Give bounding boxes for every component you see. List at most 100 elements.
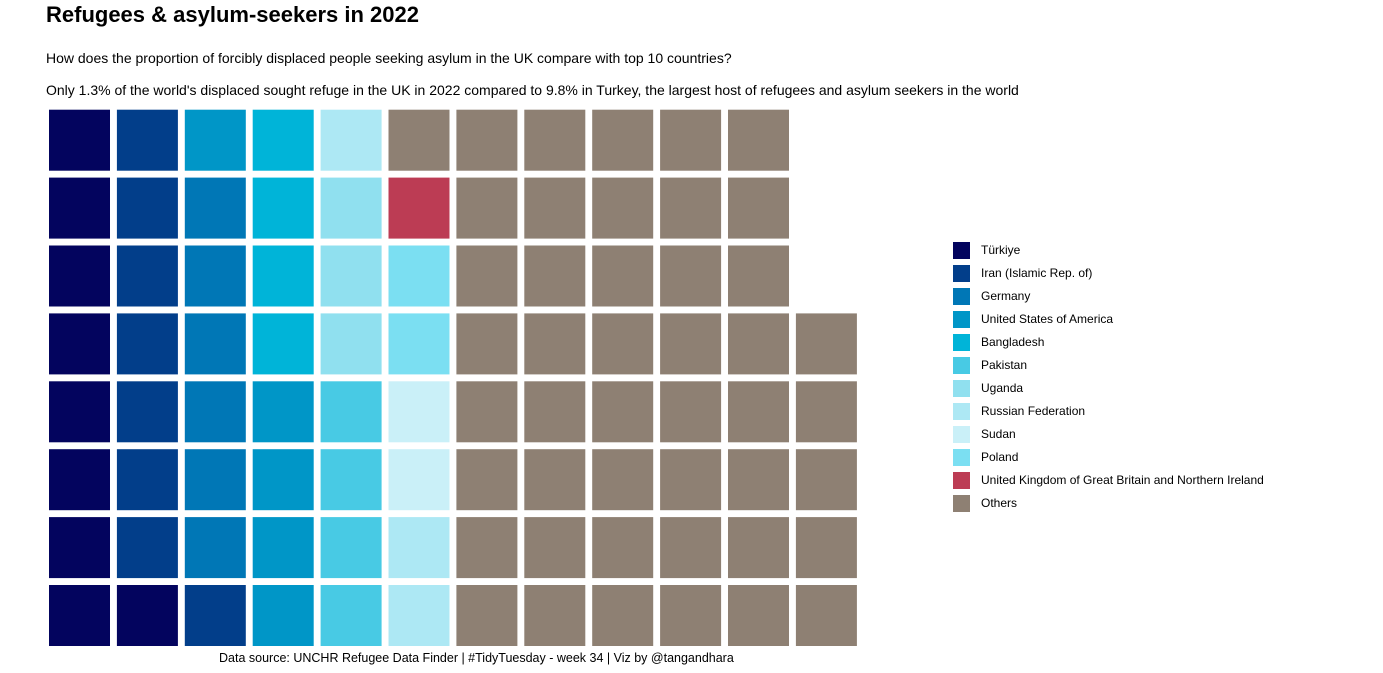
waffle-square-8 [388, 449, 450, 511]
waffle-square-11 [524, 517, 586, 579]
waffle-square-7 [388, 517, 450, 579]
waffle-square-1 [116, 313, 178, 375]
waffle-square-4 [252, 109, 314, 171]
waffle-square-11 [728, 517, 789, 579]
waffle-square-1 [184, 585, 246, 646]
waffle-square-11 [524, 177, 586, 239]
waffle-square-11 [456, 313, 518, 375]
legend-label: Sudan [981, 427, 1016, 441]
waffle-square-1 [116, 381, 178, 443]
waffle-square-11 [660, 585, 722, 646]
legend-item: United Kingdom of Great Britain and Nort… [953, 472, 1264, 495]
waffle-square-7 [320, 109, 382, 171]
waffle-square-11 [660, 313, 722, 375]
chart-title: Refugees & asylum-seekers in 2022 [46, 2, 419, 27]
legend-swatch [953, 380, 970, 397]
legend-item: Pakistan [953, 357, 1264, 380]
waffle-square-11 [388, 109, 450, 171]
waffle-square-1 [116, 449, 178, 511]
waffle-square-2 [184, 177, 246, 239]
waffle-square-11 [524, 585, 586, 646]
legend-item: Bangladesh [953, 334, 1264, 357]
waffle-square-10 [388, 177, 450, 239]
legend-label: United Kingdom of Great Britain and Nort… [981, 473, 1264, 487]
waffle-square-0 [49, 109, 110, 171]
legend-label: Russian Federation [981, 404, 1086, 418]
legend-label: Türkiye [981, 243, 1021, 257]
waffle-square-2 [184, 313, 246, 375]
legend-item: Poland [953, 449, 1264, 472]
waffle-square-11 [456, 517, 518, 579]
waffle-square-11 [728, 245, 789, 307]
waffle-square-11 [795, 313, 857, 375]
waffle-square-4 [252, 313, 314, 375]
waffle-square-2 [184, 381, 246, 443]
legend-swatch [953, 472, 970, 489]
waffle-square-11 [592, 381, 654, 443]
legend-swatch [953, 449, 970, 466]
waffle-square-11 [456, 381, 518, 443]
waffle-square-6 [320, 177, 382, 239]
legend-swatch [953, 288, 970, 305]
legend-item: Uganda [953, 380, 1264, 403]
legend-item: Russian Federation [953, 403, 1264, 426]
waffle-square-11 [728, 449, 789, 511]
waffle-square-5 [320, 517, 382, 579]
waffle-square-11 [456, 109, 518, 171]
legend-label: Uganda [981, 381, 1024, 395]
legend-item: Germany [953, 288, 1264, 311]
waffle-square-11 [728, 177, 789, 239]
waffle-square-11 [795, 381, 857, 443]
legend-label: Germany [981, 289, 1031, 303]
chart-description: Only 1.3% of the world's displaced sough… [46, 82, 1019, 98]
waffle-square-3 [252, 517, 314, 579]
waffle-square-0 [49, 585, 110, 646]
legend-swatch [953, 242, 970, 259]
waffle-square-1 [116, 245, 178, 307]
waffle-square-11 [728, 585, 789, 646]
waffle-square-11 [660, 109, 722, 171]
waffle-chart [49, 109, 857, 646]
legend-label: Iran (Islamic Rep. of) [981, 266, 1093, 280]
legend-label: Others [981, 496, 1018, 510]
waffle-square-11 [728, 109, 789, 171]
waffle-square-11 [592, 313, 654, 375]
legend-label: United States of America [981, 312, 1114, 326]
waffle-square-3 [252, 449, 314, 511]
waffle-square-11 [592, 517, 654, 579]
waffle-square-11 [592, 109, 654, 171]
waffle-square-0 [116, 585, 178, 646]
waffle-square-1 [116, 109, 178, 171]
waffle-square-0 [49, 245, 110, 307]
legend-swatch [953, 311, 970, 328]
legend-label: Bangladesh [981, 335, 1045, 349]
waffle-square-11 [524, 109, 586, 171]
waffle-square-11 [795, 449, 857, 511]
waffle-square-11 [456, 245, 518, 307]
waffle-square-6 [320, 245, 382, 307]
chart-subtitle: How does the proportion of forcibly disp… [46, 50, 732, 66]
waffle-square-11 [660, 449, 722, 511]
waffle-square-5 [320, 585, 382, 646]
waffle-square-7 [388, 585, 450, 646]
waffle-square-11 [456, 177, 518, 239]
legend-item: Türkiye [953, 242, 1264, 265]
legend-label: Poland [981, 450, 1019, 464]
chart-legend: Türkiye Iran (Islamic Rep. of) Germany Unit… [953, 242, 1264, 518]
waffle-square-11 [524, 245, 586, 307]
waffle-square-11 [524, 313, 586, 375]
waffle-square-11 [795, 585, 857, 646]
waffle-square-11 [728, 313, 789, 375]
waffle-square-11 [592, 245, 654, 307]
legend-swatch [953, 403, 970, 420]
legend-swatch [953, 265, 970, 282]
waffle-square-11 [728, 381, 789, 443]
waffle-square-4 [252, 177, 314, 239]
waffle-square-11 [524, 449, 586, 511]
waffle-square-3 [252, 381, 314, 443]
waffle-square-11 [456, 585, 518, 646]
waffle-square-11 [795, 517, 857, 579]
legend-item: Others [953, 495, 1264, 518]
waffle-square-5 [320, 381, 382, 443]
waffle-square-11 [456, 449, 518, 511]
